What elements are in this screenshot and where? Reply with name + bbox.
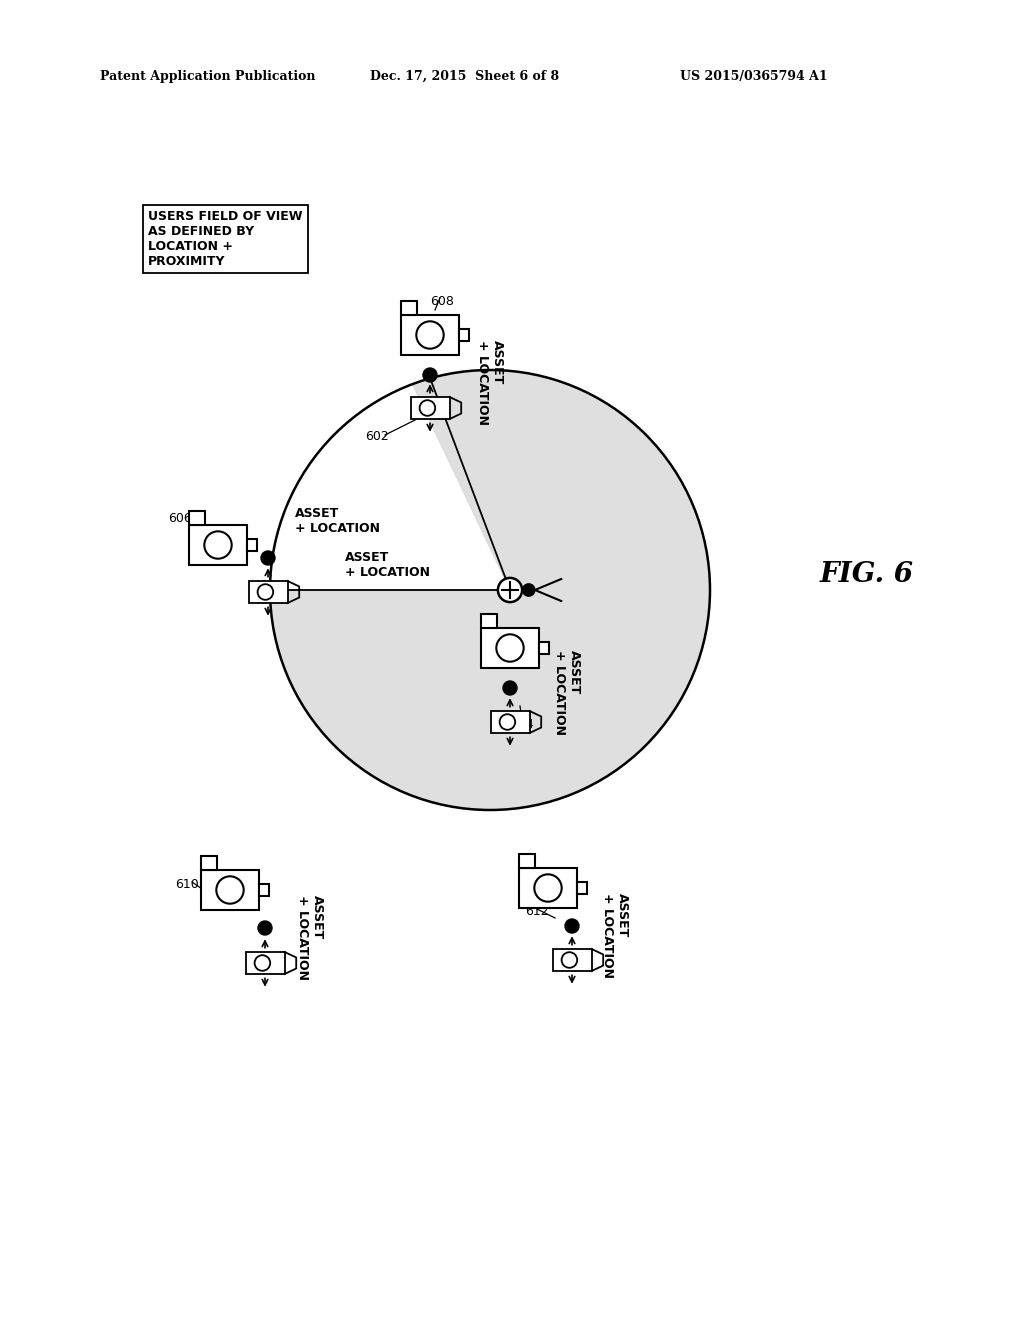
Text: ASSET
+ LOCATION: ASSET + LOCATION bbox=[295, 507, 380, 535]
Circle shape bbox=[497, 635, 523, 661]
Bar bbox=[519, 869, 577, 908]
Bar bbox=[201, 870, 259, 909]
Bar bbox=[189, 525, 247, 565]
Circle shape bbox=[498, 578, 522, 602]
Circle shape bbox=[535, 874, 562, 902]
Circle shape bbox=[417, 321, 443, 348]
Circle shape bbox=[205, 532, 231, 558]
Text: US 2015/0365794 A1: US 2015/0365794 A1 bbox=[680, 70, 827, 83]
Circle shape bbox=[255, 956, 270, 970]
Text: ASSET
+ LOCATION: ASSET + LOCATION bbox=[345, 550, 430, 579]
Bar bbox=[247, 539, 257, 552]
Text: 612: 612 bbox=[525, 906, 549, 917]
Bar bbox=[490, 711, 529, 733]
Circle shape bbox=[258, 921, 272, 935]
Bar bbox=[459, 329, 469, 342]
Circle shape bbox=[500, 714, 515, 730]
Bar bbox=[401, 315, 459, 355]
Circle shape bbox=[420, 400, 435, 416]
Circle shape bbox=[503, 681, 517, 696]
Text: Dec. 17, 2015  Sheet 6 of 8: Dec. 17, 2015 Sheet 6 of 8 bbox=[370, 70, 559, 83]
Bar bbox=[259, 883, 269, 896]
Polygon shape bbox=[270, 370, 710, 810]
Text: 606: 606 bbox=[168, 512, 191, 525]
Text: 610: 610 bbox=[175, 878, 199, 891]
Text: FIG. 6: FIG. 6 bbox=[820, 561, 914, 589]
Circle shape bbox=[261, 550, 275, 565]
Circle shape bbox=[561, 952, 578, 968]
Text: 608: 608 bbox=[430, 294, 454, 308]
Text: USERS FIELD OF VIEW
AS DEFINED BY
LOCATION +
PROXIMITY: USERS FIELD OF VIEW AS DEFINED BY LOCATI… bbox=[148, 210, 302, 268]
Text: ASSET
+ LOCATION: ASSET + LOCATION bbox=[601, 894, 629, 978]
Circle shape bbox=[522, 583, 535, 597]
Bar bbox=[481, 628, 539, 668]
Text: ASSET
+ LOCATION: ASSET + LOCATION bbox=[553, 649, 581, 735]
Circle shape bbox=[565, 919, 579, 933]
Bar bbox=[249, 581, 288, 603]
Bar bbox=[411, 397, 450, 418]
Bar bbox=[539, 642, 549, 655]
Bar bbox=[246, 952, 285, 974]
Text: ASSET
+ LOCATION: ASSET + LOCATION bbox=[476, 341, 504, 425]
Bar bbox=[577, 882, 587, 895]
Bar bbox=[201, 855, 217, 870]
Circle shape bbox=[258, 585, 273, 599]
Text: ASSET
+ LOCATION: ASSET + LOCATION bbox=[296, 895, 324, 979]
Circle shape bbox=[423, 368, 437, 381]
Text: 602: 602 bbox=[365, 430, 389, 444]
Bar bbox=[189, 511, 206, 525]
Circle shape bbox=[216, 876, 244, 904]
Bar bbox=[519, 854, 536, 869]
Bar bbox=[553, 949, 592, 972]
Text: Patent Application Publication: Patent Application Publication bbox=[100, 70, 315, 83]
Bar bbox=[401, 301, 418, 315]
Text: 604: 604 bbox=[510, 718, 534, 731]
Bar bbox=[481, 614, 498, 628]
